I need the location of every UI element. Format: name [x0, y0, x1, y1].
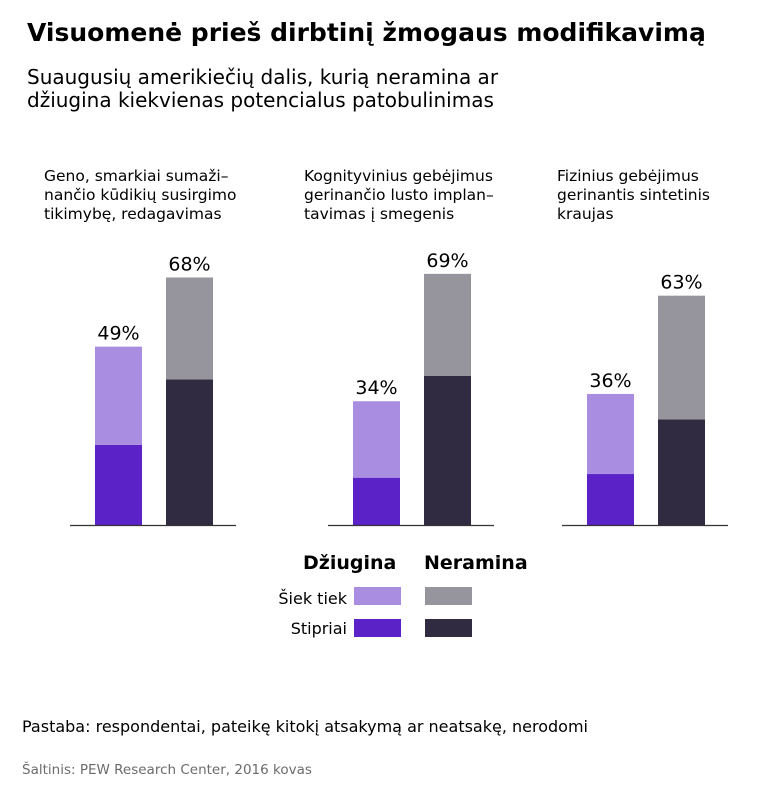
panel-title-line: tikimybę, redagavimas — [44, 205, 222, 223]
legend-swatch-worries-somewhat — [425, 587, 472, 605]
legend-swatch-excites-strongly — [354, 619, 401, 637]
data-label-worries-panel-1: 68% — [168, 253, 210, 275]
subtitle-line: džiugina kiekvienas potencialus patobuli… — [27, 88, 494, 112]
legend-row-strongly: Stipriai — [290, 619, 347, 638]
panel-title-line: Kognityvinius gebėjimus — [304, 167, 493, 185]
panel-title-synthetic-blood: Fizinius gebėjimus gerinantis sintetinis… — [557, 167, 767, 224]
panel-title-line: tavimas į smegenis — [304, 205, 455, 223]
data-label-worries-panel-2: 69% — [426, 250, 468, 272]
panel-title-line: gerinantis sintetinis — [557, 186, 710, 204]
bar-excites-somewhat-panel-1 — [95, 346, 142, 445]
legend-row-somewhat: Šiek tiek — [278, 589, 347, 608]
bar-worries-strongly-panel-1 — [166, 379, 213, 525]
bar-worries-strongly-panel-2 — [424, 375, 471, 525]
panel-title-brain-chip: Kognityvinius gebėjimus gerinančio lusto… — [304, 167, 514, 224]
bar-worries-somewhat-panel-3 — [658, 295, 705, 420]
data-label-excites-panel-3: 36% — [589, 370, 631, 392]
panel-title-gene-editing: Geno, smarkiai sumaži– nančio kūdikių su… — [44, 167, 254, 224]
legend-header-worries: Neramina — [424, 552, 528, 574]
subtitle-line: Suaugusių amerikiečių dalis, kurią neram… — [27, 65, 499, 89]
panel-title-line: Geno, smarkiai sumaži– — [44, 167, 229, 185]
source-note: Šaltinis: PEW Research Center, 2016 kova… — [22, 762, 312, 778]
bar-excites-strongly-panel-1 — [95, 444, 142, 525]
panel-title-line: nančio kūdikių susirgimo — [44, 186, 237, 204]
bar-chart: 49% 68% 34% 69% 36% 63% — [70, 250, 728, 527]
data-label-worries-panel-3: 63% — [660, 272, 702, 294]
bar-worries-somewhat-panel-1 — [166, 277, 213, 380]
chart-subtitle: Suaugusių amerikiečių dalis, kurią neram… — [27, 66, 747, 112]
legend-swatch-excites-somewhat — [354, 587, 401, 605]
footnote: Pastaba: respondentai, pateikę kitokį at… — [22, 717, 588, 736]
panel-title-line: Fizinius gebėjimus — [557, 167, 699, 185]
bar-excites-somewhat-panel-3 — [587, 393, 634, 475]
data-label-excites-panel-2: 34% — [355, 377, 397, 399]
bar-excites-somewhat-panel-2 — [353, 401, 400, 478]
legend-header-excites: Džiugina — [303, 552, 397, 574]
bar-excites-strongly-panel-2 — [353, 477, 400, 525]
data-label-excites-panel-1: 49% — [97, 323, 139, 345]
chart-title: Visuomenė prieš dirbtinį žmogaus modifik… — [27, 18, 706, 47]
legend-swatch-worries-strongly — [425, 619, 472, 637]
bar-excites-strongly-panel-3 — [587, 474, 634, 525]
panel-title-line: kraujas — [557, 205, 614, 223]
bar-worries-somewhat-panel-2 — [424, 273, 471, 376]
panel-title-line: gerinančio lusto implan– — [304, 186, 494, 204]
bar-worries-strongly-panel-3 — [658, 419, 705, 525]
